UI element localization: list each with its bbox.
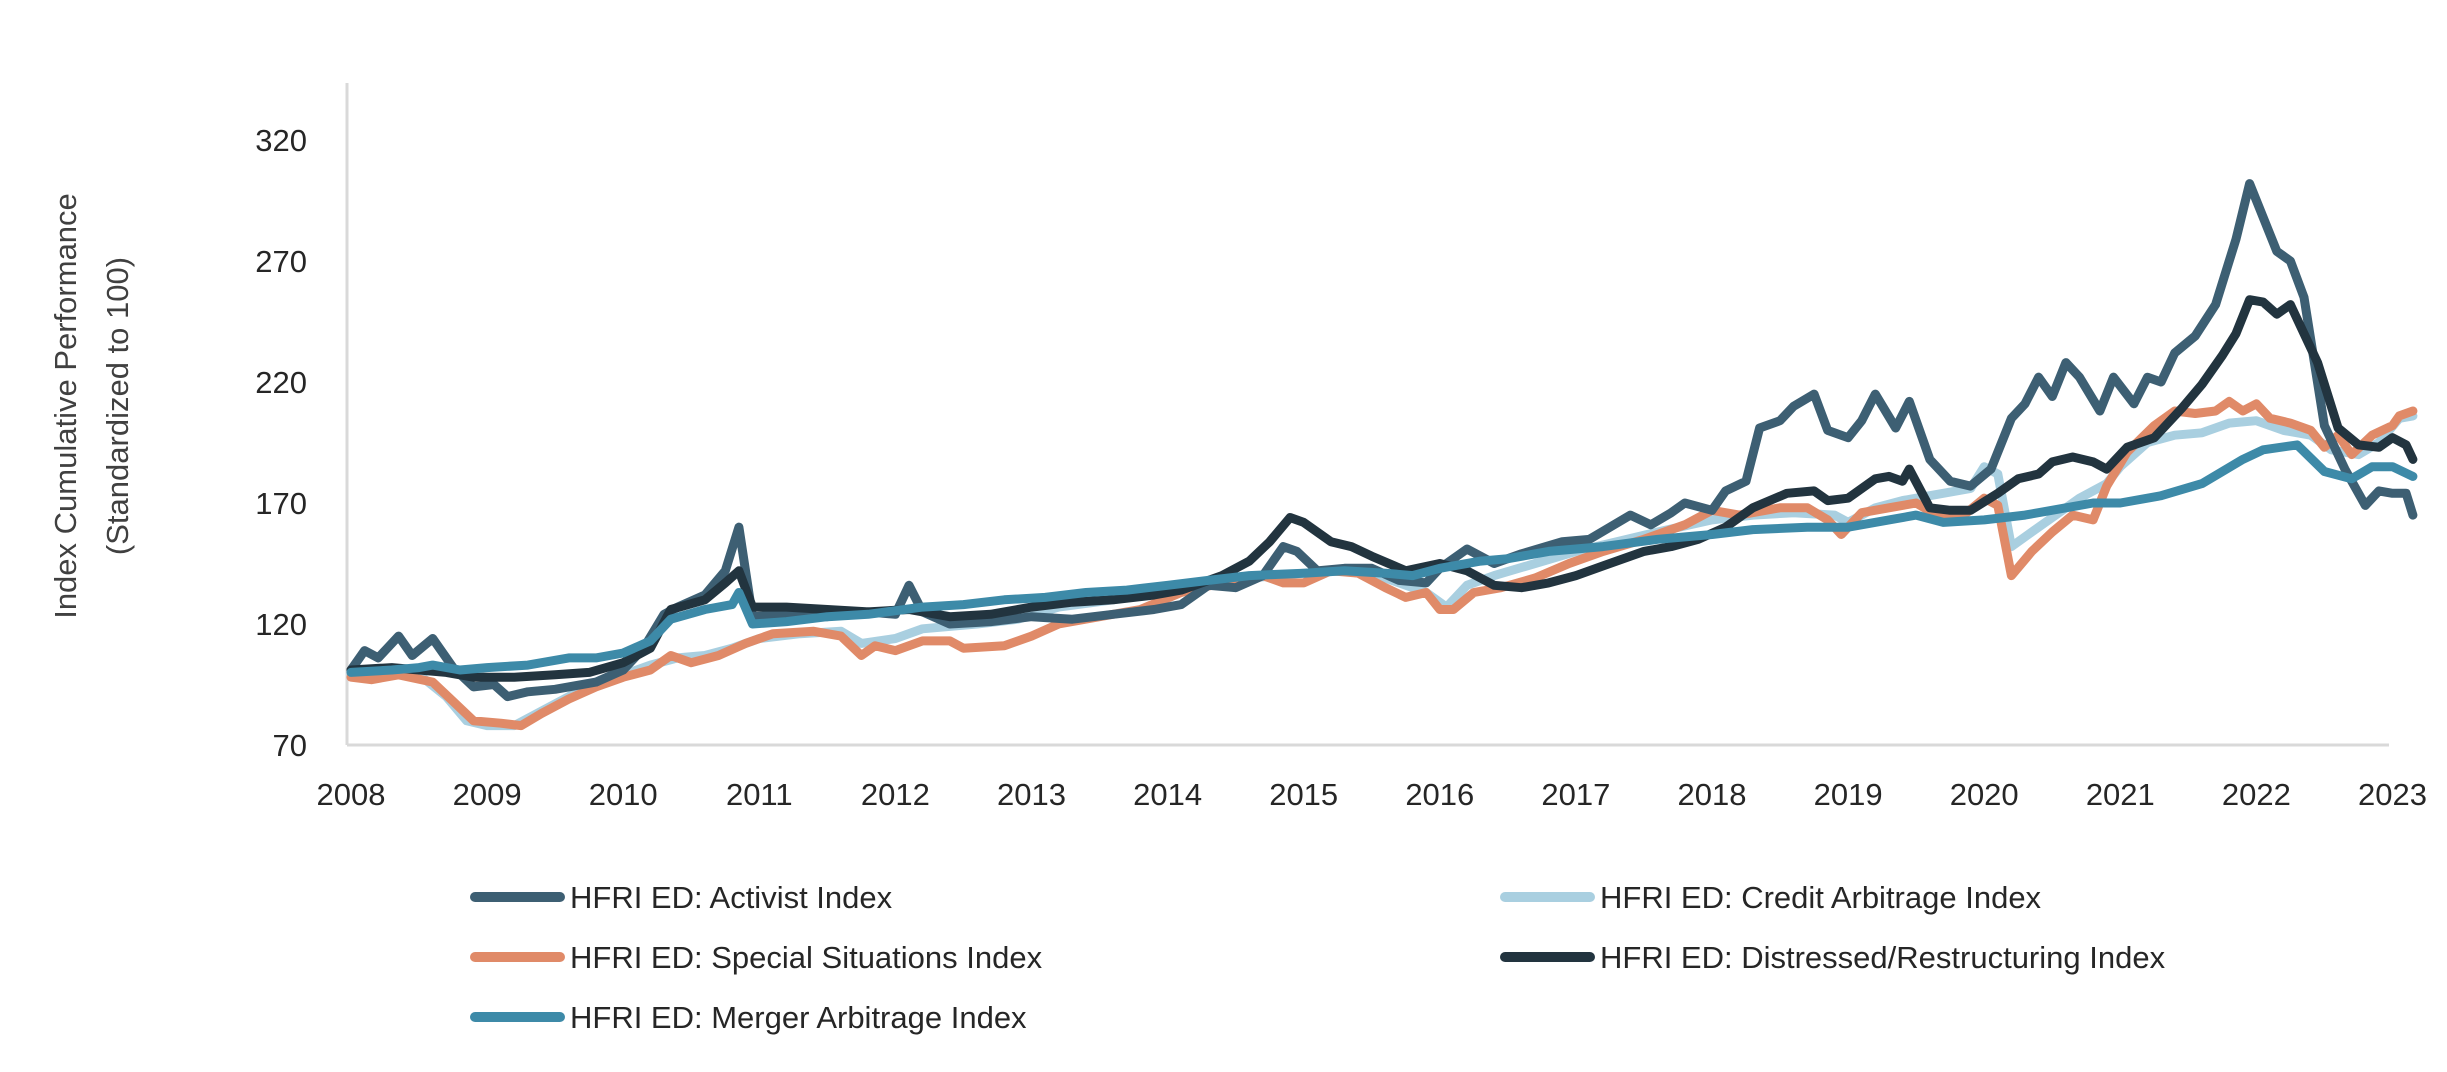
x-tick-label: 2016 — [1405, 777, 1474, 812]
x-tick-label: 2017 — [1541, 777, 1610, 812]
y-tick-label: 320 — [255, 123, 307, 158]
legend-item: HFRI ED: Distressed/Restructuring Index — [1500, 940, 2166, 975]
y-tick-label: 170 — [255, 486, 307, 521]
x-tick-labels: 2008 2009 2010 2011 2012 2013 2014 2015 2016 2017… — [317, 777, 2427, 812]
legend-label: HFRI ED: Distressed/Restructuring Index — [1600, 940, 2166, 975]
legend-label: HFRI ED: Special Situations Index — [570, 940, 1043, 975]
x-tick-label: 2018 — [1678, 777, 1747, 812]
y-axis-title: Index Cumulative Performance (Standardiz… — [48, 193, 135, 619]
x-tick-label: 2019 — [1814, 777, 1883, 812]
y-axis-title-line-2: (Standardized to 100) — [100, 257, 135, 555]
x-tick-label: 2021 — [2086, 777, 2155, 812]
legend-item: HFRI ED: Merger Arbitrage Index — [470, 1000, 1027, 1035]
legend-item: HFRI ED: Credit Arbitrage Index — [1500, 880, 2042, 915]
x-tick-label: 2013 — [997, 777, 1066, 812]
y-axis-title-line-1: Index Cumulative Performance — [48, 193, 83, 619]
x-tick-label: 2012 — [861, 777, 930, 812]
legend-label: HFRI ED: Activist Index — [570, 880, 893, 915]
series-line-hfri-ed-special-situations-index — [346, 396, 2418, 731]
y-tick-labels: 70 120 170 220 270 320 — [255, 123, 307, 763]
legend-label: HFRI ED: Merger Arbitrage Index — [570, 1000, 1027, 1035]
x-tick-label: 2009 — [453, 777, 522, 812]
x-tick-label: 2022 — [2222, 777, 2291, 812]
x-tick-label: 2008 — [317, 777, 386, 812]
y-tick-label: 120 — [255, 607, 307, 642]
x-tick-label: 2014 — [1133, 777, 1202, 812]
legend: HFRI ED: Activist Index HFRI ED: Credit A… — [470, 880, 2166, 1035]
y-tick-label: 220 — [255, 365, 307, 400]
y-tick-label: 70 — [273, 728, 307, 763]
x-tick-label: 2015 — [1269, 777, 1338, 812]
series-line-hfri-ed-activist-index — [346, 179, 2418, 702]
x-tick-label: 2023 — [2358, 777, 2427, 812]
legend-label: HFRI ED: Credit Arbitrage Index — [1600, 880, 2042, 915]
y-tick-label: 270 — [255, 244, 307, 279]
series-line-hfri-ed-merger-arbitrage-index — [346, 440, 2418, 677]
x-tick-label: 2020 — [1950, 777, 2019, 812]
legend-item: HFRI ED: Activist Index — [470, 880, 893, 915]
series-line-hfri-ed-distressed-restructuring-index — [346, 295, 2418, 682]
series-lines — [346, 179, 2418, 731]
legend-item: HFRI ED: Special Situations Index — [470, 940, 1043, 975]
x-tick-label: 2010 — [589, 777, 658, 812]
x-tick-label: 2011 — [726, 777, 793, 812]
